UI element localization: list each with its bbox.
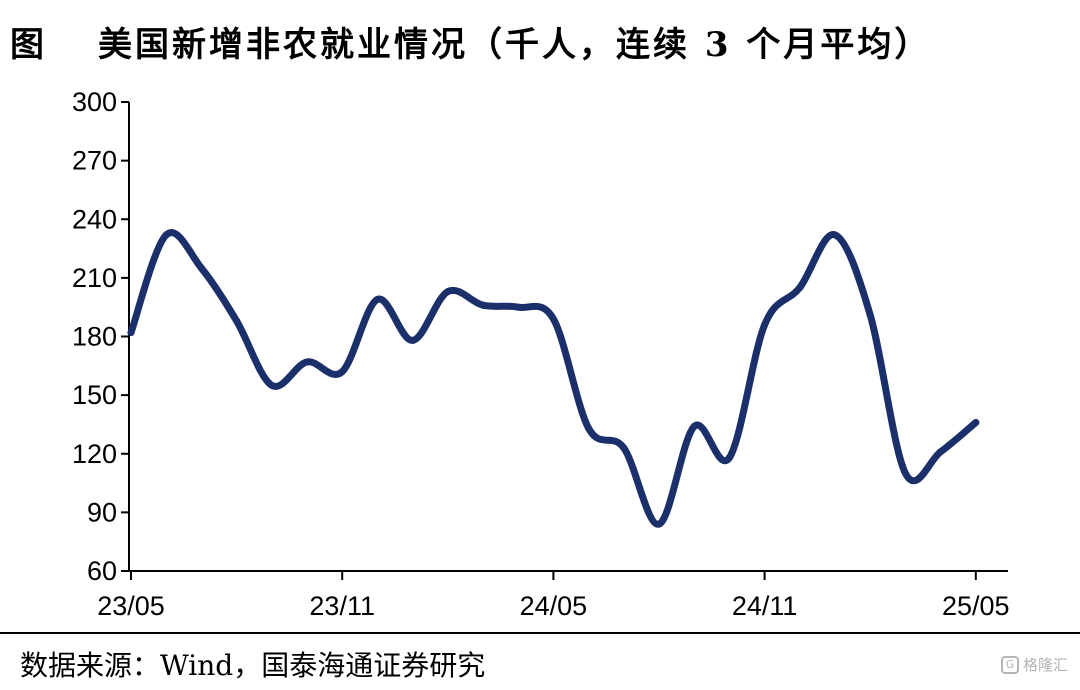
data-point: [690, 422, 698, 430]
data-point: [338, 368, 346, 376]
source-note: 数据来源：Wind，国泰海通证券研究: [20, 649, 486, 682]
y-tick-label: 180: [72, 322, 117, 352]
data-point: [233, 317, 241, 325]
y-tick-label: 240: [72, 204, 117, 234]
data-point: [620, 444, 628, 452]
footer: 数据来源：Wind，国泰海通证券研究 G 格隆汇: [0, 632, 1080, 690]
line-chart: 60 90 120 150 180 210 240 270 300 23/05 23/11 24/0…: [72, 87, 1010, 621]
data-point: [901, 469, 909, 477]
y-tick-label: 120: [72, 439, 117, 469]
data-point: [761, 321, 769, 329]
y-tick-label: 300: [72, 87, 117, 117]
y-axis-ticks: 60 90 120 150 180 210 240 270 300: [72, 87, 129, 586]
x-tick-label: 25/05: [942, 591, 1010, 621]
data-point: [866, 311, 874, 319]
data-point: [937, 448, 945, 456]
data-point: [197, 264, 205, 272]
y-tick-label: 210: [72, 263, 117, 293]
x-tick-label: 24/05: [520, 591, 588, 621]
data-point: [162, 231, 170, 239]
data-point: [373, 295, 381, 303]
y-tick-label: 90: [87, 497, 117, 527]
x-tick-label: 23/05: [97, 591, 165, 621]
gelonghui-logo-icon: G: [1000, 655, 1019, 674]
data-point: [655, 520, 663, 528]
data-point: [585, 424, 593, 432]
x-tick-label: 23/11: [309, 591, 375, 621]
figure-label: 图: [10, 24, 47, 65]
data-point: [796, 284, 804, 292]
chart-title-row: 图 美国新增非农就业情况（千人，连续 3 个月平均）: [10, 14, 1070, 68]
data-point: [303, 358, 311, 366]
data-point: [127, 329, 135, 337]
x-axis-ticks: 23/05 23/11 24/05 24/11 25/05: [97, 571, 1010, 621]
series-points: [127, 231, 980, 528]
watermark-text: 格隆汇: [1022, 656, 1068, 674]
data-point: [725, 454, 733, 462]
y-tick-label: 60: [87, 556, 117, 586]
data-point: [409, 336, 417, 344]
watermark: G 格隆汇: [1000, 654, 1068, 675]
data-point: [514, 303, 522, 311]
chart-title: 美国新增非农就业情况（千人，连续 3 个月平均）: [98, 24, 932, 65]
series-line: [127, 229, 980, 528]
y-tick-label: 270: [72, 146, 117, 176]
y-tick-label: 150: [72, 380, 117, 410]
data-point: [268, 381, 276, 389]
x-tick-label: 24/11: [732, 591, 798, 621]
data-point: [479, 301, 487, 309]
data-point: [972, 418, 980, 426]
data-point: [549, 315, 557, 323]
data-point: [831, 231, 839, 239]
data-point: [444, 288, 452, 296]
